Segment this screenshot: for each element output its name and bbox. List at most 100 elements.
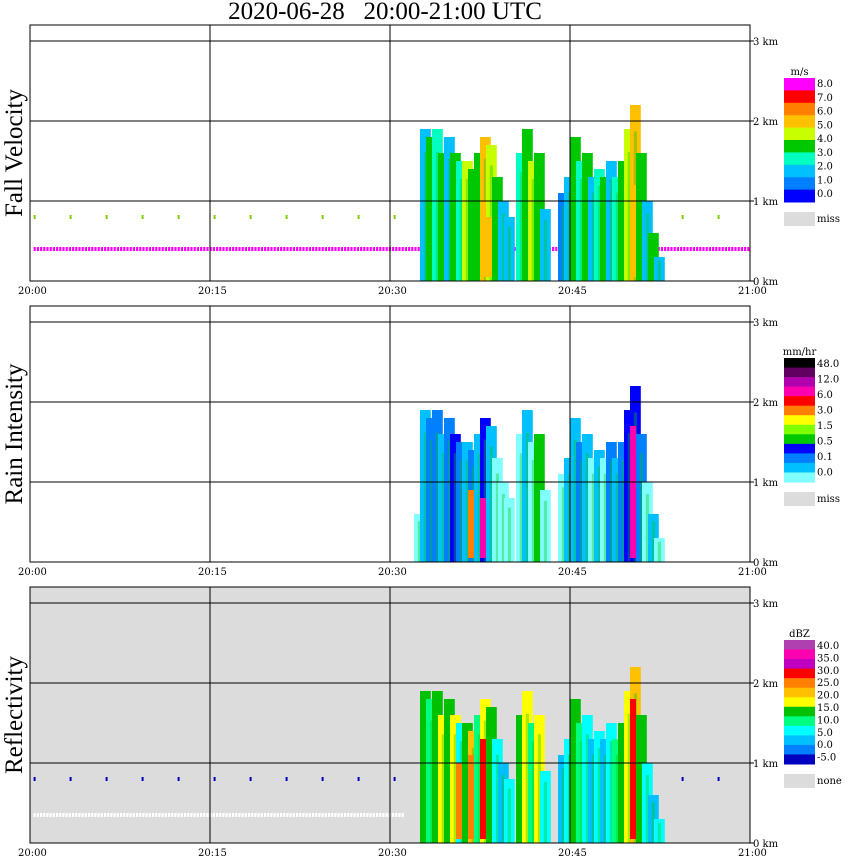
y-tick-label: 3 km	[753, 599, 779, 610]
dotted-echo-mark	[324, 813, 327, 817]
dotted-echo-mark	[222, 813, 225, 817]
dotted-echo-mark	[401, 813, 404, 817]
y-tick-label: 1 km	[753, 478, 779, 489]
colorbar-swatch	[784, 152, 815, 166]
dotted-echo-mark	[235, 247, 238, 251]
echo-texture	[585, 172, 590, 281]
dotted-echo-mark	[699, 247, 702, 251]
echo-column	[582, 153, 593, 281]
dotted-echo-mark	[395, 247, 398, 251]
dotted-echo-mark	[129, 813, 132, 817]
dotted-echo-mark	[251, 813, 254, 817]
echo-texture	[531, 741, 536, 843]
echo-column	[612, 458, 623, 562]
echo-column	[594, 731, 605, 843]
panel-1: 0 km 1 km 2 km 3 km 20:00 20:15 20:30 20:45 21:0…	[1, 24, 840, 297]
dotted-echo-mark	[344, 813, 347, 817]
dotted-echo-mark	[673, 247, 676, 251]
dotted-echo-mark	[254, 813, 257, 817]
echo-texture	[429, 720, 434, 843]
dotted-echo-mark	[376, 247, 379, 251]
dotted-echo-mark	[401, 247, 404, 251]
dotted-echo-mark	[56, 813, 59, 817]
dotted-echo-mark	[104, 247, 107, 251]
dotted-echo-mark	[260, 247, 263, 251]
colorbar-unit: m/s	[791, 67, 809, 78]
echo-core	[468, 490, 474, 558]
dotted-echo-mark	[324, 247, 327, 251]
echo-column	[462, 723, 473, 843]
dotted-echo-mark	[180, 247, 183, 251]
dotted-echo-mark	[33, 247, 36, 251]
colorbar-swatch	[784, 735, 815, 746]
dotted-echo-mark	[145, 247, 148, 251]
colorbar-swatch	[784, 754, 815, 765]
dotted-echo-mark	[721, 247, 724, 251]
echo-column	[648, 514, 659, 562]
echo-texture	[465, 460, 470, 562]
dotted-echo-mark	[347, 813, 350, 817]
dotted-echo-mark	[344, 247, 347, 251]
dotted-echo-mark	[664, 247, 667, 251]
echo-texture	[621, 460, 626, 562]
dotted-echo-mark	[81, 813, 84, 817]
x-tick-label: 20:30	[378, 286, 407, 297]
echo-column	[642, 482, 653, 562]
echo-texture	[519, 172, 524, 281]
dotted-echo-mark	[260, 813, 263, 817]
echo-texture	[615, 473, 620, 562]
echo-texture	[543, 781, 548, 843]
dotted-echo-mark	[69, 777, 72, 781]
echo-texture	[603, 754, 608, 843]
dotted-echo-mark	[94, 247, 97, 251]
dotted-echo-mark	[40, 813, 43, 817]
echo-column	[474, 715, 485, 843]
colorbar-swatch	[784, 668, 815, 679]
echo-column	[474, 153, 485, 281]
echo-column	[636, 434, 647, 562]
dotted-echo-mark	[411, 247, 414, 251]
dotted-echo-mark	[734, 247, 737, 251]
echo-column	[450, 153, 461, 281]
colorbar-label: 3.0	[817, 406, 833, 417]
echo-texture	[537, 734, 542, 843]
echo-texture	[447, 439, 452, 562]
echo-texture	[651, 802, 656, 843]
colorbar-swatch	[784, 472, 815, 483]
x-tick-label: 21:00	[738, 848, 767, 859]
y-axis-label: Rain Intensity	[1, 363, 28, 504]
colorbar-swatch	[784, 697, 815, 708]
echo-texture	[579, 460, 584, 562]
dotted-echo-mark	[267, 247, 270, 251]
dotted-echo-mark	[43, 813, 46, 817]
echo-core	[630, 426, 636, 558]
dotted-echo-mark	[302, 813, 305, 817]
echo-texture	[459, 460, 464, 562]
colorbar-label: 8.0	[817, 79, 833, 90]
dotted-echo-mark	[681, 777, 684, 781]
dotted-echo-mark	[177, 215, 180, 219]
echo-column	[498, 482, 509, 562]
dotted-echo-mark	[232, 247, 235, 251]
dotted-echo-mark	[69, 215, 72, 219]
echo-texture	[579, 741, 584, 843]
x-tick-label: 20:45	[558, 286, 587, 297]
dotted-echo-mark	[148, 247, 151, 251]
echo-texture	[645, 213, 650, 281]
dotted-echo-mark	[249, 777, 252, 781]
dotted-echo-mark	[321, 215, 324, 219]
dotted-echo-mark	[696, 247, 699, 251]
dotted-echo-mark	[193, 247, 196, 251]
dotted-echo-mark	[238, 247, 241, 251]
dotted-echo-mark	[270, 247, 273, 251]
dotted-echo-mark	[126, 247, 129, 251]
echo-texture	[477, 172, 482, 281]
dotted-echo-mark	[36, 247, 39, 251]
dotted-echo-mark	[203, 247, 206, 251]
echo-column	[504, 217, 515, 281]
dotted-echo-mark	[289, 813, 292, 817]
echo-texture	[501, 213, 506, 281]
dotted-echo-mark	[702, 247, 705, 251]
x-tick-label: 20:45	[558, 567, 587, 578]
dotted-echo-mark	[356, 247, 359, 251]
